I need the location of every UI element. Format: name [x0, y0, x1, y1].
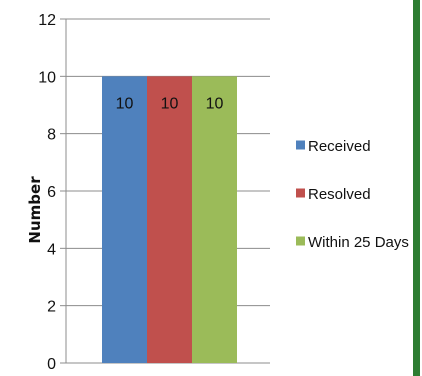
y-tick-label: 2 — [47, 299, 56, 316]
legend-label: Resolved — [308, 186, 371, 203]
data-label: 10 — [161, 95, 179, 112]
y-axis-label: Number — [26, 176, 44, 244]
bar-received — [102, 76, 147, 363]
y-tick-label: 10 — [38, 69, 56, 86]
data-labels: 10 10 10 — [116, 95, 224, 112]
legend-swatch — [296, 140, 305, 150]
legend-label: Received — [308, 138, 371, 155]
legend-swatch — [296, 236, 305, 246]
y-tick-label: 8 — [47, 127, 56, 144]
data-label: 10 — [116, 95, 134, 112]
data-label: 10 — [206, 95, 224, 112]
bars — [102, 76, 237, 363]
y-tick-label: 6 — [47, 184, 56, 201]
legend-swatch — [296, 188, 305, 198]
y-axis: 0 2 4 6 8 10 12 — [38, 12, 67, 373]
legend-label: Within 25 Days — [308, 234, 409, 251]
y-tick-label: 12 — [38, 12, 56, 29]
y-tick-label: 0 — [47, 356, 56, 373]
y-tick-label: 4 — [47, 241, 56, 258]
legend: Received Resolved Within 25 Days — [296, 138, 409, 251]
bar-within-25-days — [192, 76, 237, 363]
bar-resolved — [147, 76, 192, 363]
frame-border — [413, 0, 420, 376]
